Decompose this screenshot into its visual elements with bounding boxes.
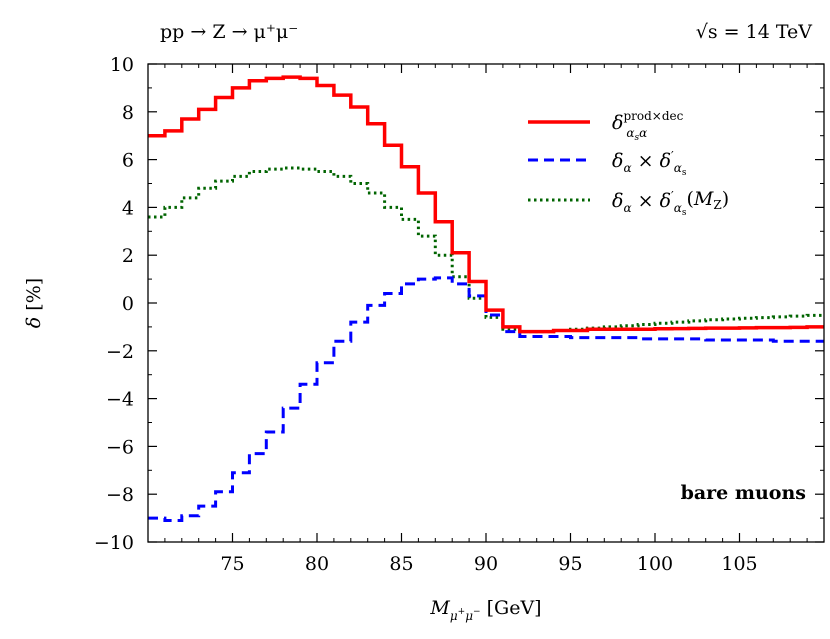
x-tick-label: 90	[474, 553, 498, 575]
legend-label-alpha-times-alphas: δα × δ′αs	[612, 149, 687, 178]
energy-label: √s = 14 TeV	[696, 21, 813, 43]
x-tick-label: 100	[637, 553, 673, 575]
y-tick-label: 10	[110, 54, 134, 76]
series-line-solid	[148, 75, 824, 334]
y-tick-label: 6	[122, 150, 134, 172]
x-tick-label: 105	[721, 553, 757, 575]
y-tick-label: −8	[106, 484, 134, 506]
y-tick-label: 0	[122, 293, 134, 315]
y-tick-label: 4	[122, 197, 134, 219]
y-tick-label: −2	[106, 341, 134, 363]
x-tick-label: 80	[305, 553, 329, 575]
y-tick-label: −6	[106, 436, 134, 458]
process-label: pp → Z → μ⁺μ⁻	[160, 21, 298, 43]
legend-label-alpha-times-alphas-mz: δα × δ′αs(MZ)	[612, 188, 729, 218]
annotation-bare-muons: bare muons	[681, 482, 806, 504]
x-axis-label: Mμ+μ− [GeV]	[429, 597, 541, 623]
y-tick-label: −4	[106, 389, 134, 411]
x-tick-label: 85	[389, 553, 413, 575]
y-tick-label: −10	[94, 532, 134, 554]
y-tick-label: 2	[122, 245, 134, 267]
y-axis-label: δ [%]	[23, 278, 45, 328]
x-tick-label: 95	[558, 553, 582, 575]
series-line-dashed	[148, 276, 824, 522]
plot-frame	[147, 63, 825, 543]
x-tick-label: 75	[220, 553, 244, 575]
y-tick-label: 8	[122, 102, 134, 124]
series-group	[148, 75, 824, 522]
